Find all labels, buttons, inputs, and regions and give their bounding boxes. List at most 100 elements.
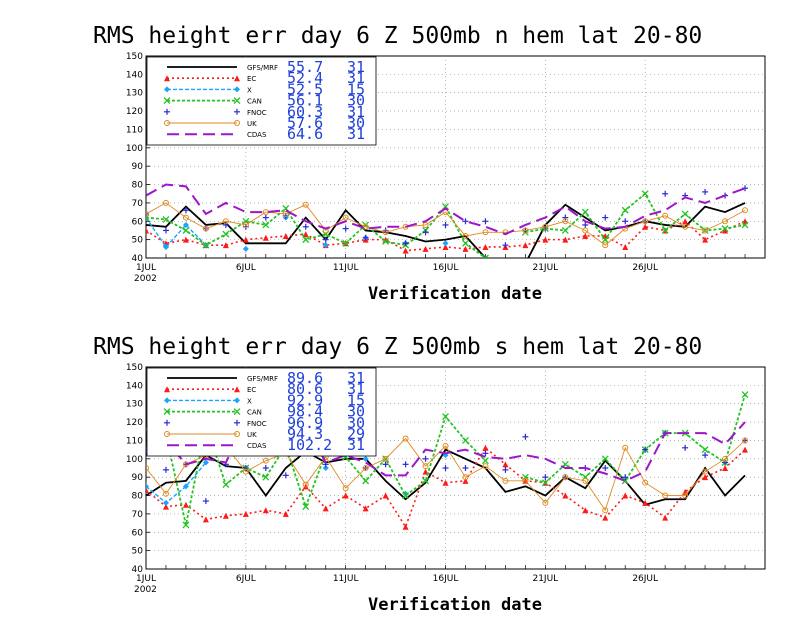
legend-name: UK — [247, 120, 257, 128]
data-point — [302, 231, 309, 238]
data-point — [482, 229, 489, 236]
y-tick-label: 140 — [126, 381, 143, 391]
legend-mean: 89.6 — [287, 369, 323, 387]
y-tick-label: 100 — [126, 144, 143, 154]
series-x — [146, 441, 449, 506]
y-tick-label: 120 — [126, 418, 143, 428]
data-point — [202, 225, 209, 232]
data-point — [522, 477, 529, 484]
data-point — [502, 466, 509, 473]
data-point — [502, 477, 509, 484]
data-point — [602, 465, 609, 471]
legend-marker — [234, 75, 240, 82]
x-axis-label: Verification date — [368, 595, 542, 615]
data-point — [442, 413, 449, 421]
data-point — [162, 499, 169, 506]
data-point — [182, 207, 189, 214]
data-point — [442, 479, 449, 486]
series-group — [146, 183, 749, 258]
data-point — [522, 433, 529, 440]
x-tick-label: 11JUL — [333, 574, 359, 584]
data-point — [362, 477, 370, 485]
legend-marker — [164, 75, 170, 82]
series-line — [146, 202, 746, 246]
series-ec — [146, 218, 749, 254]
legend-name: CAN — [247, 98, 262, 106]
legend-marker — [164, 86, 170, 93]
data-point — [222, 242, 229, 249]
x-tick-label: 16JUL — [433, 263, 459, 273]
data-point — [642, 223, 649, 230]
data-point — [362, 505, 369, 512]
data-point — [162, 199, 169, 206]
data-point — [742, 446, 749, 453]
data-point — [442, 465, 449, 471]
y-tick-label: 120 — [126, 107, 143, 117]
data-point — [541, 479, 549, 487]
legend-marker — [164, 431, 170, 437]
data-point — [442, 221, 449, 228]
legend-mean: 102.2 — [287, 436, 332, 454]
data-point — [282, 472, 289, 479]
data-point — [382, 229, 389, 236]
legend-name: X — [247, 86, 252, 94]
data-point — [742, 437, 749, 444]
y-tick-label: 70 — [132, 199, 144, 209]
data-point — [502, 461, 509, 468]
data-point — [182, 214, 189, 221]
data-point — [462, 477, 469, 484]
data-point — [741, 391, 749, 399]
x-axis-label: Verification date — [368, 284, 542, 304]
legend-name: CDAS — [247, 131, 267, 139]
legend-mean: 80.6 — [287, 380, 323, 398]
data-point — [522, 227, 529, 234]
data-point — [382, 492, 389, 499]
data-point — [242, 221, 249, 228]
legend-item: CAN 56.1 30 — [163, 92, 365, 110]
data-point — [642, 499, 649, 506]
data-point — [522, 242, 529, 249]
data-point — [462, 436, 469, 444]
legend-count: 31 — [347, 125, 365, 143]
data-point — [542, 499, 549, 506]
data-point — [262, 473, 270, 481]
legend-mean: 98.4 — [287, 403, 323, 421]
legend-count: 31 — [347, 58, 365, 76]
data-point — [661, 226, 669, 234]
north-hemisphere-panel: RMS height err day 6 Z 500mb n hem lat 2… — [93, 23, 766, 304]
legend-marker — [234, 120, 240, 126]
series-line — [525, 394, 746, 484]
data-point — [562, 236, 569, 243]
data-point — [582, 507, 589, 514]
data-point — [622, 243, 629, 250]
legend-count: 31 — [347, 369, 365, 387]
data-point — [602, 242, 609, 249]
series-cdas — [146, 420, 746, 482]
legend-item: EC 52.4 31 — [164, 69, 365, 87]
data-point — [602, 514, 609, 521]
legend-mean: 55.7 — [287, 58, 323, 76]
data-point — [642, 479, 649, 486]
y-tick-label: 90 — [132, 162, 144, 172]
data-point — [222, 221, 229, 228]
legend-count: 30 — [347, 414, 365, 432]
data-point — [442, 240, 449, 247]
y-tick-label: 150 — [126, 363, 143, 373]
data-point — [422, 455, 429, 462]
x-tick-label: 16JUL — [433, 574, 459, 584]
legend-name: FNOC — [247, 420, 267, 428]
data-point — [702, 188, 709, 195]
legend-marker — [164, 108, 170, 115]
data-point — [342, 225, 349, 232]
y-tick-label: 40 — [132, 254, 144, 264]
data-point — [322, 236, 329, 243]
data-point — [482, 243, 489, 250]
legend-mean: 57.6 — [287, 114, 323, 132]
y-axis-tick-labels: 40 50 60 70 80 90 100 110 120 130 140 150 — [126, 363, 150, 575]
legend-marker — [233, 408, 241, 416]
data-point — [162, 466, 169, 473]
data-point — [382, 238, 390, 245]
y-tick-label: 50 — [132, 236, 144, 246]
data-point — [422, 477, 430, 485]
